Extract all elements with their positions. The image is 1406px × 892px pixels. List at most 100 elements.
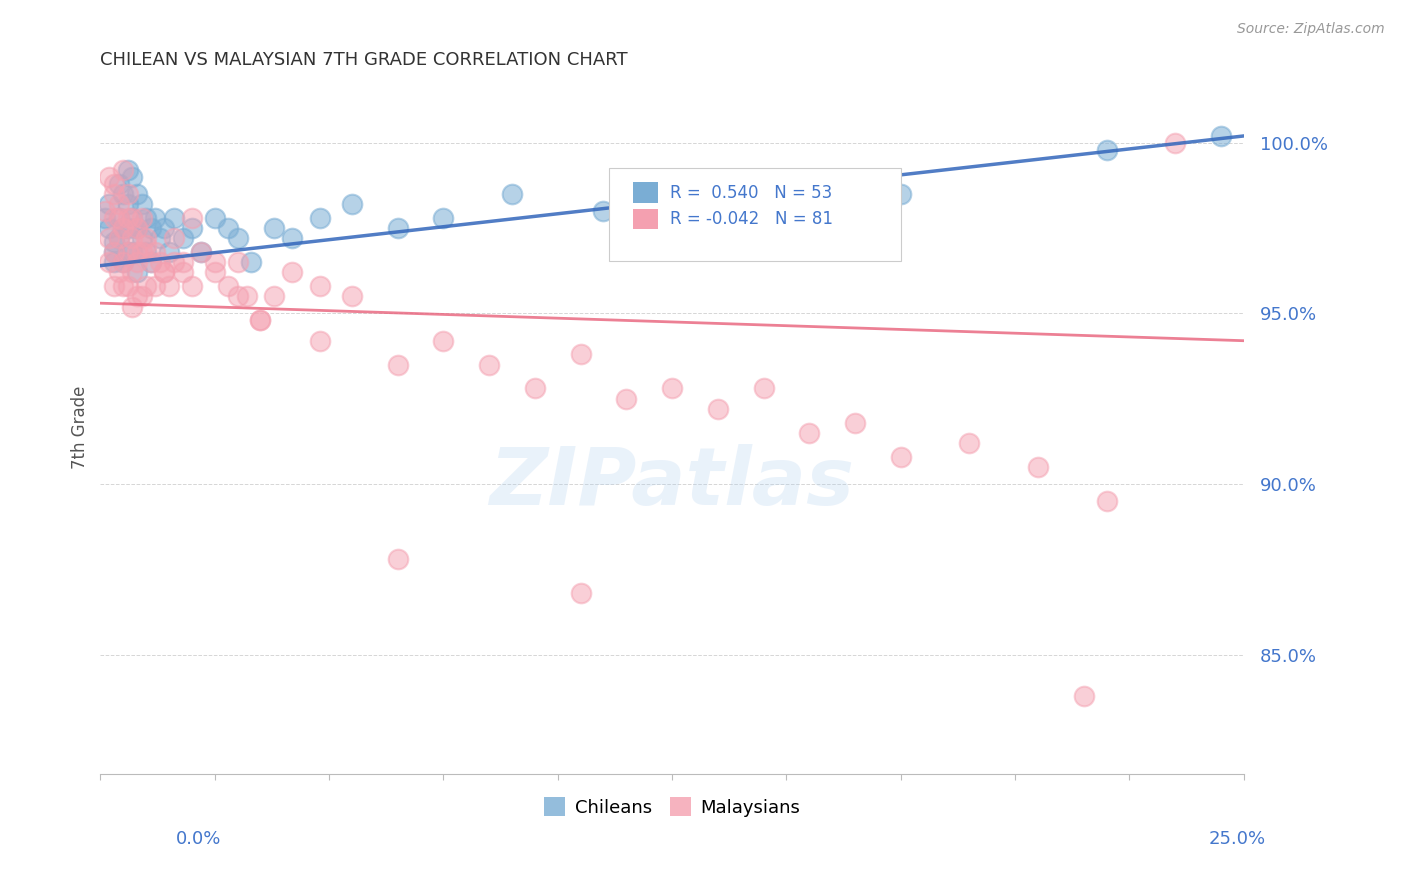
Point [121, 231, 143, 245]
Point [1095, 143, 1118, 157]
Point [309, 279, 332, 293]
Point [281, 265, 304, 279]
Point [98, 231, 121, 245]
Point [135, 211, 157, 225]
Text: 0.0%: 0.0% [176, 830, 221, 847]
Point [135, 279, 157, 293]
Point [890, 450, 912, 464]
Point [1095, 494, 1118, 508]
Point [387, 221, 409, 235]
Point [592, 204, 614, 219]
Point [890, 186, 912, 201]
Point [117, 186, 139, 201]
Point [112, 186, 135, 201]
Point [240, 255, 263, 269]
Point [204, 255, 226, 269]
Point [112, 279, 135, 293]
Point [340, 289, 363, 303]
FancyBboxPatch shape [633, 209, 658, 229]
Point [117, 221, 139, 235]
FancyBboxPatch shape [633, 183, 658, 203]
Point [432, 211, 454, 225]
Point [523, 382, 546, 396]
Point [217, 221, 239, 235]
Point [204, 265, 226, 279]
Point [135, 231, 157, 245]
Point [309, 334, 332, 348]
Point [153, 265, 176, 279]
Point [112, 255, 135, 269]
Point [125, 289, 148, 303]
Point [121, 211, 143, 225]
Point [844, 416, 866, 430]
Point [569, 586, 592, 600]
Point [125, 186, 148, 201]
Point [125, 221, 148, 235]
Point [103, 279, 125, 293]
Point [131, 244, 153, 259]
Point [143, 211, 166, 225]
Point [117, 197, 139, 211]
Point [131, 197, 153, 211]
Point [309, 211, 332, 225]
Text: R =  0.540   N = 53: R = 0.540 N = 53 [671, 184, 832, 202]
Point [157, 279, 180, 293]
Point [157, 244, 180, 259]
Point [149, 231, 172, 245]
Point [204, 211, 226, 225]
Point [98, 197, 121, 211]
Point [180, 279, 202, 293]
Point [121, 169, 143, 184]
Point [162, 231, 184, 245]
Point [98, 169, 121, 184]
Point [957, 436, 980, 450]
Point [112, 255, 135, 269]
Point [569, 347, 592, 361]
Point [131, 211, 153, 225]
Point [121, 211, 143, 225]
Point [387, 358, 409, 372]
Point [249, 313, 271, 327]
Point [340, 197, 363, 211]
Point [707, 401, 730, 416]
Point [112, 221, 135, 235]
Point [153, 265, 176, 279]
Point [121, 265, 143, 279]
Point [107, 177, 129, 191]
Point [112, 221, 135, 235]
Point [121, 300, 143, 314]
Point [103, 255, 125, 269]
Text: ZIPatlas: ZIPatlas [489, 444, 855, 522]
Point [125, 265, 148, 279]
Point [172, 265, 194, 279]
Point [139, 255, 162, 269]
Point [226, 289, 249, 303]
Point [143, 279, 166, 293]
Point [135, 244, 157, 259]
Point [217, 279, 239, 293]
Point [432, 334, 454, 348]
Point [281, 231, 304, 245]
Point [117, 279, 139, 293]
Point [103, 186, 125, 201]
Point [125, 221, 148, 235]
Point [103, 244, 125, 259]
Legend: Chileans, Malaysians: Chileans, Malaysians [537, 790, 807, 824]
Point [131, 289, 153, 303]
Point [103, 177, 125, 191]
Point [235, 289, 257, 303]
Point [125, 255, 148, 269]
Point [121, 244, 143, 259]
Point [180, 211, 202, 225]
Point [501, 186, 523, 201]
Point [94, 204, 117, 219]
Point [107, 211, 129, 225]
Point [139, 255, 162, 269]
Point [190, 244, 212, 259]
Point [1026, 460, 1049, 475]
Point [103, 235, 125, 249]
Point [263, 289, 285, 303]
FancyBboxPatch shape [609, 168, 901, 261]
Point [614, 392, 637, 406]
Text: CHILEAN VS MALAYSIAN 7TH GRADE CORRELATION CHART: CHILEAN VS MALAYSIAN 7TH GRADE CORRELATI… [100, 51, 628, 69]
